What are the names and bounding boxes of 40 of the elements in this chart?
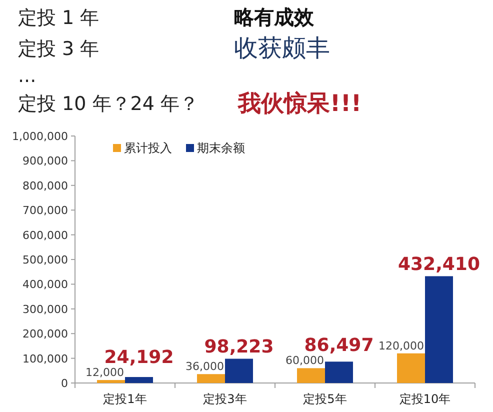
x-tick-label: 定投5年 xyxy=(303,392,347,406)
legend-label: 累计投入 xyxy=(124,141,172,155)
bar xyxy=(197,374,225,383)
x-tick-label: 定投1年 xyxy=(103,392,147,406)
y-tick-label: 600,000 xyxy=(22,228,68,242)
data-label: 24,192 xyxy=(104,347,174,368)
bar xyxy=(97,380,125,383)
annotation: 略有成效 xyxy=(234,5,314,29)
bar xyxy=(325,362,353,383)
x-tick-label: 定投10年 xyxy=(399,392,451,406)
bar xyxy=(297,368,325,383)
y-tick-label: 700,000 xyxy=(22,204,68,218)
bar xyxy=(225,358,253,383)
data-label: 432,410 xyxy=(398,254,480,276)
data-label: 60,000 xyxy=(286,354,324,368)
y-tick-label: 500,000 xyxy=(22,254,68,266)
y-tick-label: 1,000,000 xyxy=(12,130,68,143)
data-label: 36,000 xyxy=(186,360,224,374)
annotation: 定投 1 年 xyxy=(18,7,100,29)
annotation: ... xyxy=(18,65,36,87)
annotation: 定投 10 年？24 年？ xyxy=(18,93,198,115)
y-tick-label: 400,000 xyxy=(22,278,68,292)
bar xyxy=(125,377,153,383)
annotation: 定投 3 年 xyxy=(18,38,100,60)
data-label: 12,000 xyxy=(86,366,124,380)
y-tick-label: 200,000 xyxy=(22,328,68,341)
data-label: 98,223 xyxy=(204,336,274,358)
annotation: 收获颇丰 xyxy=(234,34,330,62)
bar xyxy=(425,276,453,383)
x-tick-label: 定投3年 xyxy=(203,392,247,406)
y-tick-label: 100,000 xyxy=(22,352,68,366)
data-label: 120,000 xyxy=(378,339,424,352)
y-tick-label: 800,000 xyxy=(22,179,68,192)
y-tick-label: 900,000 xyxy=(22,154,68,168)
data-label: 86,497 xyxy=(304,335,374,356)
y-tick-label: 0 xyxy=(61,377,68,390)
y-tick-label: 300,000 xyxy=(22,302,68,316)
legend-label: 期末余额 xyxy=(197,141,245,155)
annotation: 我伙惊呆!!! xyxy=(238,91,362,117)
bar xyxy=(397,353,425,383)
